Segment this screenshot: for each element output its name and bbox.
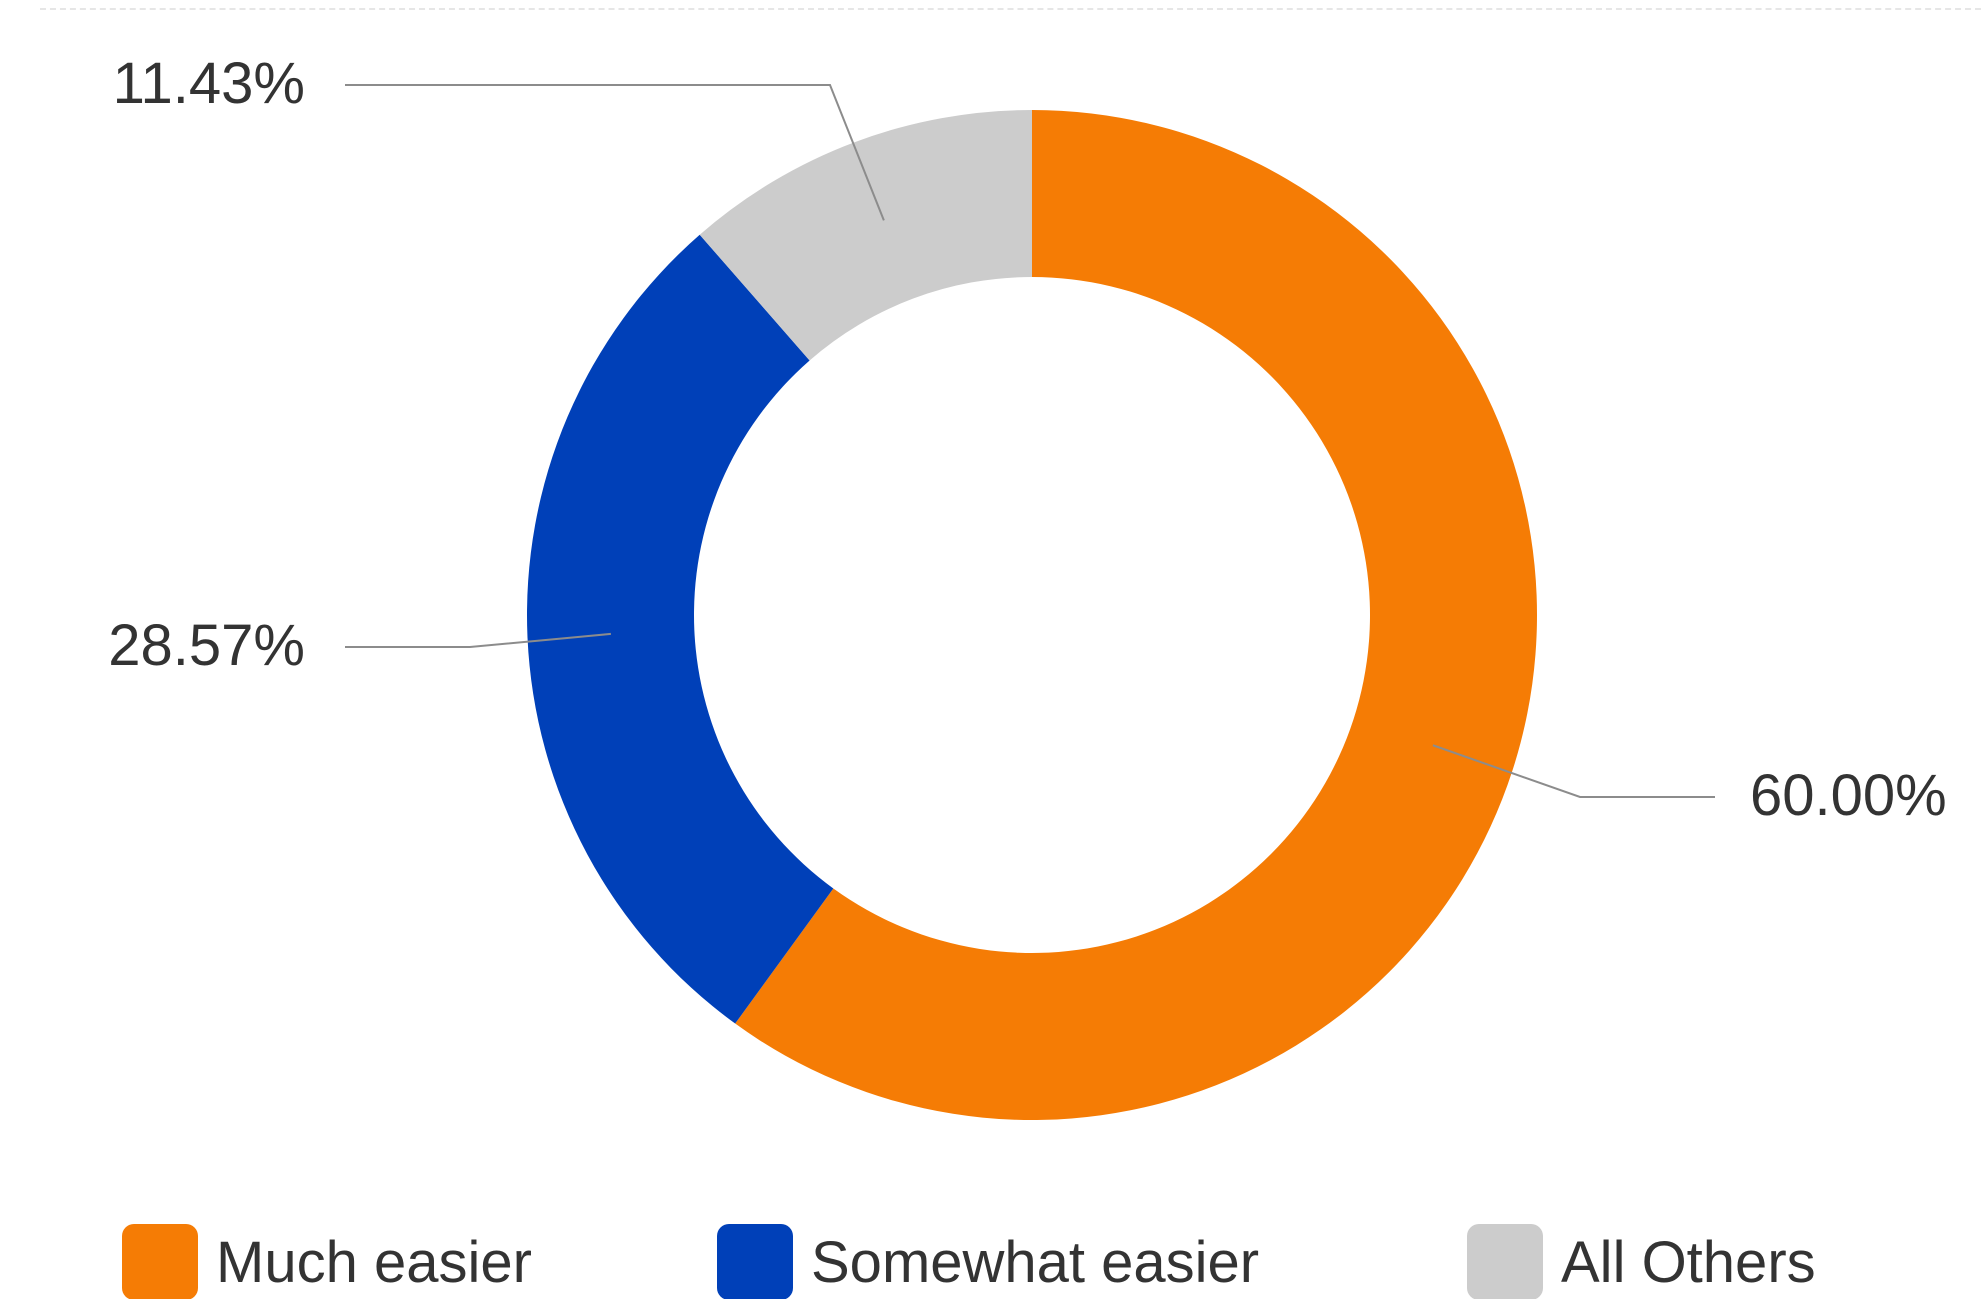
leader-line-much-easier [1432,744,1715,798]
leader-line-somewhat-easier [345,632,612,648]
legend-label-all-others: All Others [1561,1230,1816,1295]
legend-item-all-others[interactable]: All Others [1467,1224,1816,1300]
legend-swatch-somewhat-easier [717,1224,793,1300]
legend-swatch-much-easier [122,1224,198,1300]
value-label-somewhat-easier: 28.57% [108,613,305,678]
legend-label-somewhat-easier: Somewhat easier [811,1230,1259,1295]
value-label-all-others: 11.43% [113,51,305,116]
donut-slice-somewhat-easier[interactable] [527,234,834,1024]
legend-item-somewhat-easier[interactable]: Somewhat easier [717,1224,1259,1300]
value-label-much-easier: 60.00% [1750,763,1947,828]
legend-swatch-all-others [1467,1224,1543,1300]
top-divider [40,8,1981,10]
donut-slice-much-easier[interactable] [735,110,1537,1121]
legend-label-much-easier: Much easier [216,1230,532,1295]
leader-line-all-others [345,84,885,221]
legend-item-much-easier[interactable]: Much easier [122,1224,532,1300]
donut-slice-all-others[interactable] [699,109,1032,361]
